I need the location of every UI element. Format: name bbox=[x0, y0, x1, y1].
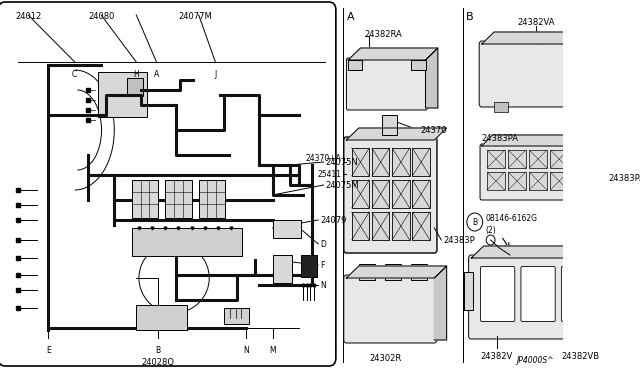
Bar bbox=[412, 148, 430, 176]
Text: 24383PA: 24383PA bbox=[609, 173, 640, 183]
Polygon shape bbox=[435, 266, 447, 340]
Polygon shape bbox=[471, 246, 623, 258]
Bar bbox=[132, 228, 242, 256]
Bar bbox=[127, 78, 143, 96]
FancyBboxPatch shape bbox=[480, 144, 598, 200]
Text: 25411: 25411 bbox=[317, 170, 341, 179]
Text: 24370+A: 24370+A bbox=[305, 154, 341, 163]
Bar bbox=[273, 220, 301, 238]
Text: 08146-6162G: 08146-6162G bbox=[485, 214, 538, 222]
Text: A: A bbox=[154, 70, 159, 79]
Bar bbox=[348, 60, 362, 70]
Text: 24302R: 24302R bbox=[369, 354, 401, 363]
Bar bbox=[352, 212, 369, 240]
FancyBboxPatch shape bbox=[521, 266, 556, 321]
Text: A: A bbox=[346, 12, 354, 22]
FancyBboxPatch shape bbox=[0, 2, 336, 366]
Bar bbox=[352, 148, 369, 176]
Bar bbox=[359, 264, 374, 280]
Text: 24077M: 24077M bbox=[179, 12, 212, 21]
Bar bbox=[412, 60, 426, 70]
Bar bbox=[572, 150, 589, 168]
FancyBboxPatch shape bbox=[481, 266, 515, 321]
FancyBboxPatch shape bbox=[344, 275, 437, 343]
Bar bbox=[550, 150, 568, 168]
Bar bbox=[224, 308, 249, 324]
FancyBboxPatch shape bbox=[479, 41, 599, 107]
Text: 24028Q: 24028Q bbox=[141, 358, 175, 367]
Bar bbox=[580, 102, 595, 112]
Text: 24080: 24080 bbox=[88, 12, 115, 21]
Bar bbox=[136, 305, 188, 330]
Bar bbox=[572, 172, 589, 190]
Bar bbox=[301, 255, 317, 277]
Text: 24075N: 24075N bbox=[325, 157, 358, 167]
Bar bbox=[383, 115, 397, 135]
Text: N: N bbox=[320, 280, 326, 289]
Text: B: B bbox=[156, 346, 161, 355]
Bar bbox=[385, 264, 401, 280]
Polygon shape bbox=[426, 48, 438, 108]
Text: 24012: 24012 bbox=[15, 12, 41, 21]
Bar bbox=[487, 172, 505, 190]
Bar bbox=[494, 102, 508, 112]
Bar bbox=[412, 264, 428, 280]
Text: C: C bbox=[72, 70, 77, 79]
Polygon shape bbox=[346, 128, 447, 140]
Text: 24382RA: 24382RA bbox=[365, 30, 403, 39]
Bar bbox=[550, 172, 568, 190]
Text: E: E bbox=[46, 346, 51, 355]
Bar bbox=[487, 150, 505, 168]
Text: (2): (2) bbox=[485, 225, 496, 234]
FancyBboxPatch shape bbox=[609, 266, 628, 314]
Bar bbox=[352, 180, 369, 208]
Text: H: H bbox=[133, 70, 139, 79]
FancyBboxPatch shape bbox=[344, 137, 437, 253]
Bar bbox=[392, 212, 410, 240]
Text: 24382VA: 24382VA bbox=[518, 18, 555, 27]
FancyBboxPatch shape bbox=[561, 266, 596, 321]
Bar bbox=[508, 150, 526, 168]
Bar bbox=[372, 148, 390, 176]
Text: B: B bbox=[466, 12, 474, 22]
Bar bbox=[273, 255, 292, 283]
FancyBboxPatch shape bbox=[468, 255, 613, 339]
Text: 24383P: 24383P bbox=[443, 235, 475, 244]
Text: 24075M: 24075M bbox=[325, 180, 359, 189]
Bar bbox=[198, 180, 225, 218]
Text: N: N bbox=[243, 346, 249, 355]
Text: J: J bbox=[214, 70, 216, 79]
Bar bbox=[529, 150, 547, 168]
Bar bbox=[412, 212, 430, 240]
Text: 24382VB: 24382VB bbox=[561, 352, 599, 361]
Polygon shape bbox=[346, 266, 447, 278]
Text: M: M bbox=[269, 346, 276, 355]
Bar bbox=[165, 180, 191, 218]
FancyBboxPatch shape bbox=[346, 58, 428, 110]
Bar bbox=[392, 148, 410, 176]
Bar bbox=[392, 180, 410, 208]
Bar bbox=[99, 72, 147, 117]
Text: D: D bbox=[320, 240, 326, 248]
Bar bbox=[412, 180, 430, 208]
Polygon shape bbox=[348, 48, 438, 60]
Bar bbox=[132, 180, 158, 218]
Polygon shape bbox=[596, 135, 607, 198]
Text: 24383PA: 24383PA bbox=[482, 134, 519, 143]
Text: 24370: 24370 bbox=[420, 125, 447, 135]
Text: 24382V: 24382V bbox=[481, 352, 513, 361]
Bar bbox=[529, 172, 547, 190]
Text: 24079: 24079 bbox=[320, 215, 346, 224]
Bar bbox=[372, 180, 390, 208]
Bar bbox=[508, 172, 526, 190]
Text: F: F bbox=[320, 260, 324, 269]
Bar bbox=[372, 212, 390, 240]
Polygon shape bbox=[482, 135, 607, 146]
Polygon shape bbox=[596, 32, 609, 104]
Text: JP4000S^: JP4000S^ bbox=[516, 356, 554, 365]
Text: B: B bbox=[472, 218, 477, 227]
Polygon shape bbox=[482, 32, 609, 44]
Bar bbox=[464, 272, 473, 310]
